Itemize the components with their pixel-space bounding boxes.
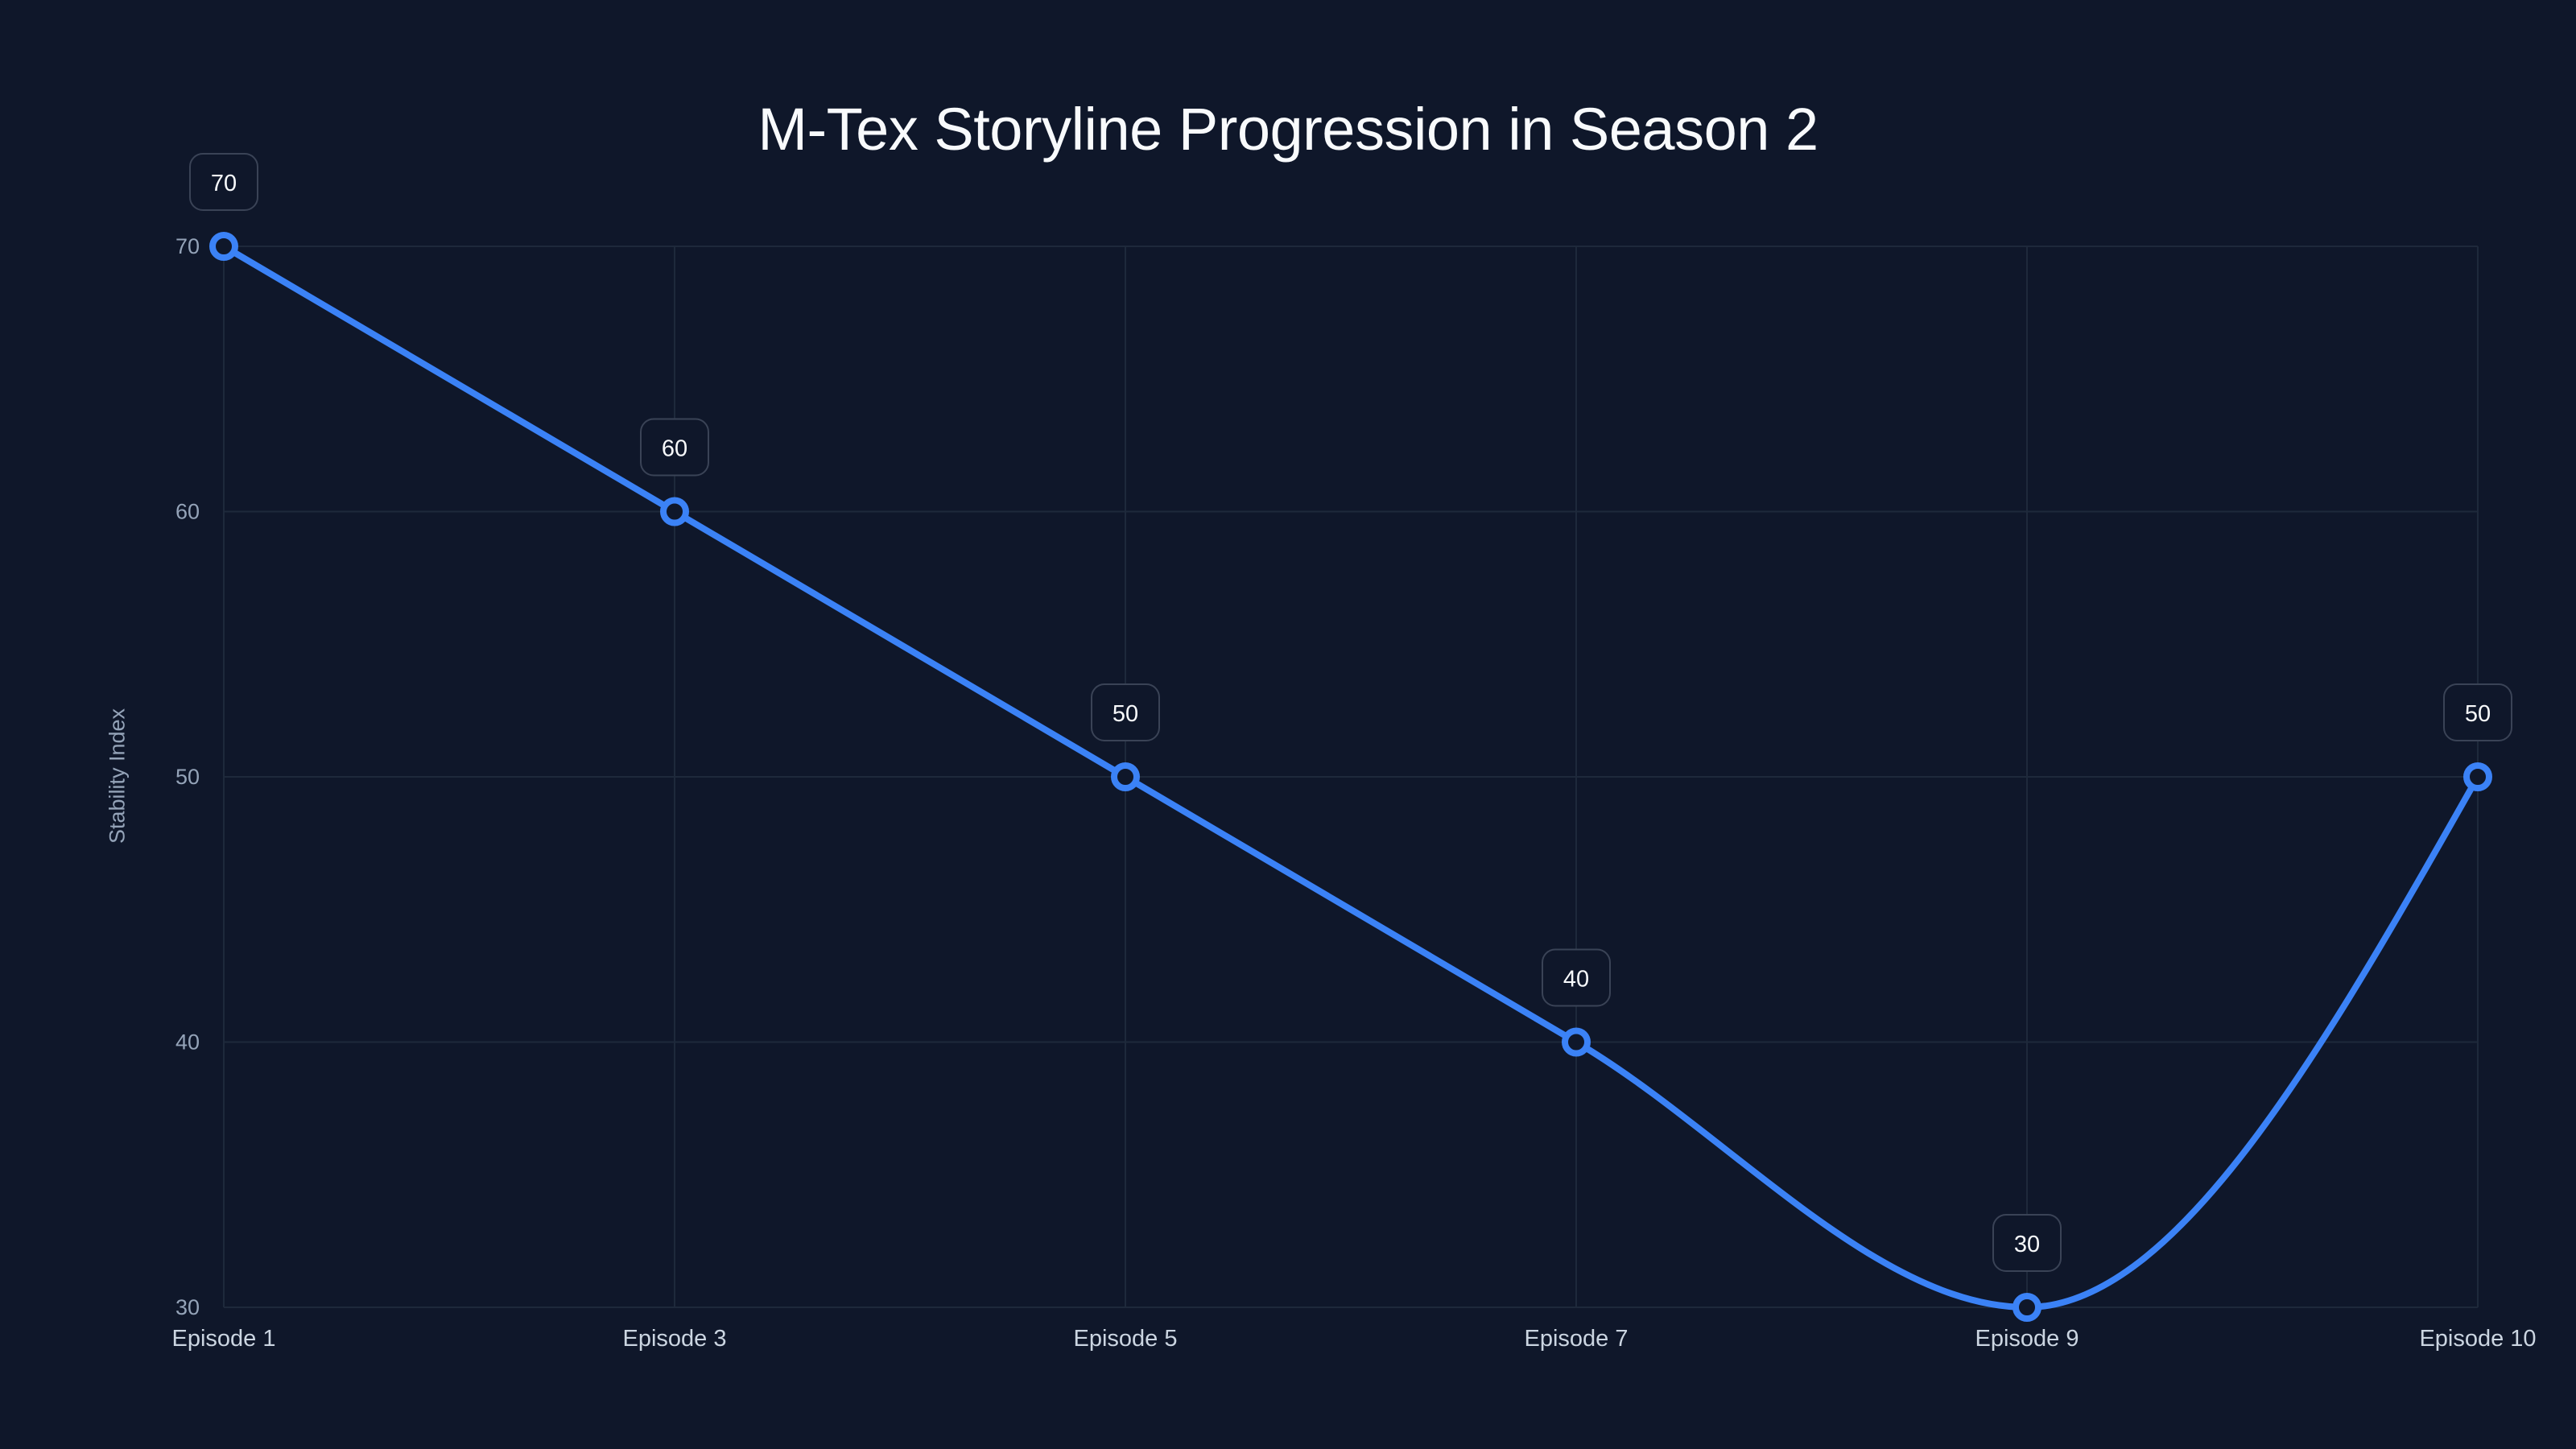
data-label: 70 (189, 153, 258, 211)
data-labels: 70 60 50 40 30 50 (189, 153, 2512, 1272)
svg-text:50: 50 (1113, 701, 1138, 727)
y-tick-label: 70 (175, 234, 200, 258)
data-label: 30 (1992, 1214, 2062, 1272)
y-tick-label: 60 (175, 500, 200, 524)
y-axis-ticks: 30 40 50 60 70 (175, 234, 200, 1319)
x-tick-label: Episode 10 (2419, 1326, 2536, 1352)
x-tick-label: Episode 9 (1975, 1326, 2079, 1352)
x-tick-label: Episode 5 (1074, 1326, 1178, 1352)
series-line (221, 243, 2481, 1311)
data-label: 40 (1542, 948, 1611, 1007)
data-label: 50 (2443, 683, 2512, 741)
x-tick-label: Episode 1 (172, 1326, 276, 1352)
data-point-marker[interactable] (1111, 762, 1140, 791)
data-point-marker[interactable] (2463, 762, 2492, 791)
chart-title: M-Tex Storyline Progression in Season 2 (758, 96, 1818, 163)
y-tick-label: 40 (175, 1030, 200, 1055)
y-tick-label: 30 (175, 1295, 200, 1319)
svg-text:40: 40 (1563, 967, 1589, 993)
x-axis-ticks: Episode 1 Episode 3 Episode 5 Episode 7 Epis… (172, 1326, 2537, 1352)
data-point-marker[interactable] (660, 497, 689, 526)
data-point-marker[interactable] (209, 232, 238, 261)
data-label: 60 (640, 418, 709, 477)
data-point-marker[interactable] (1562, 1027, 1591, 1057)
svg-text:30: 30 (2014, 1232, 2040, 1257)
data-label: 50 (1091, 683, 1160, 741)
svg-text:60: 60 (662, 436, 687, 462)
y-tick-label: 50 (175, 765, 200, 789)
x-tick-label: Episode 7 (1525, 1326, 1629, 1352)
gridlines (223, 246, 2479, 1308)
data-series (209, 232, 2492, 1322)
svg-text:50: 50 (2465, 701, 2491, 727)
x-tick-label: Episode 3 (623, 1326, 727, 1352)
svg-text:70: 70 (211, 171, 237, 196)
data-point-marker[interactable] (2013, 1293, 2041, 1322)
